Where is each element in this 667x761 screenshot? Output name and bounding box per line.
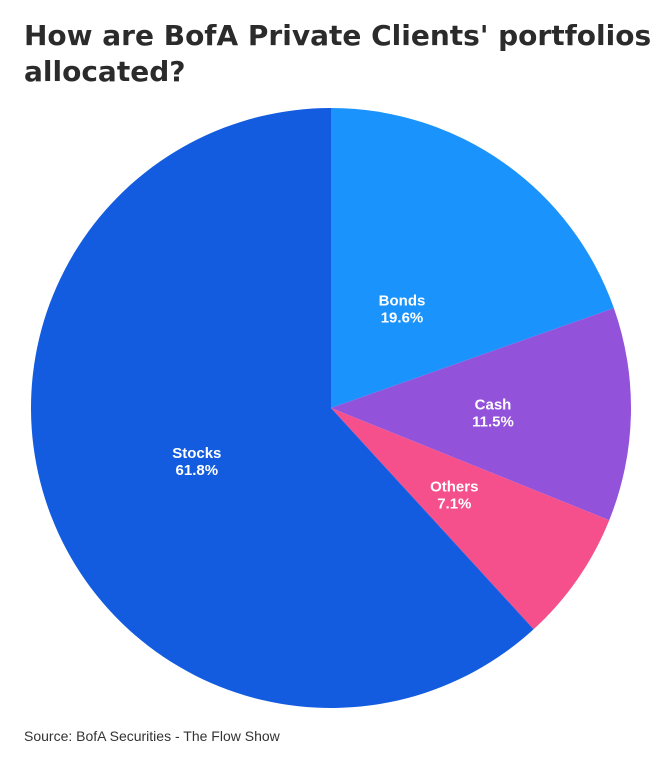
slice-label-stocks: Stocks xyxy=(172,445,221,462)
pie-slice-bonds xyxy=(331,108,614,408)
slice-value-bonds: 19.6% xyxy=(381,310,424,327)
pie-slice-cash xyxy=(331,308,632,521)
slice-label-others: Others xyxy=(430,479,478,496)
pie-slice-others xyxy=(331,408,610,630)
pie-slices xyxy=(30,108,632,708)
slice-label-cash: Cash xyxy=(475,397,512,414)
slice-value-others: 7.1% xyxy=(437,496,471,513)
chart-title: How are BofA Private Clients' portfolios… xyxy=(24,19,652,88)
slice-value-stocks: 61.8% xyxy=(176,462,219,479)
slice-label-bonds: Bonds xyxy=(379,293,426,310)
pie-slice-stocks xyxy=(30,108,534,708)
slice-value-cash: 11.5% xyxy=(472,414,514,431)
source-note: Source: BofA Securities - The Flow Show xyxy=(24,728,280,744)
